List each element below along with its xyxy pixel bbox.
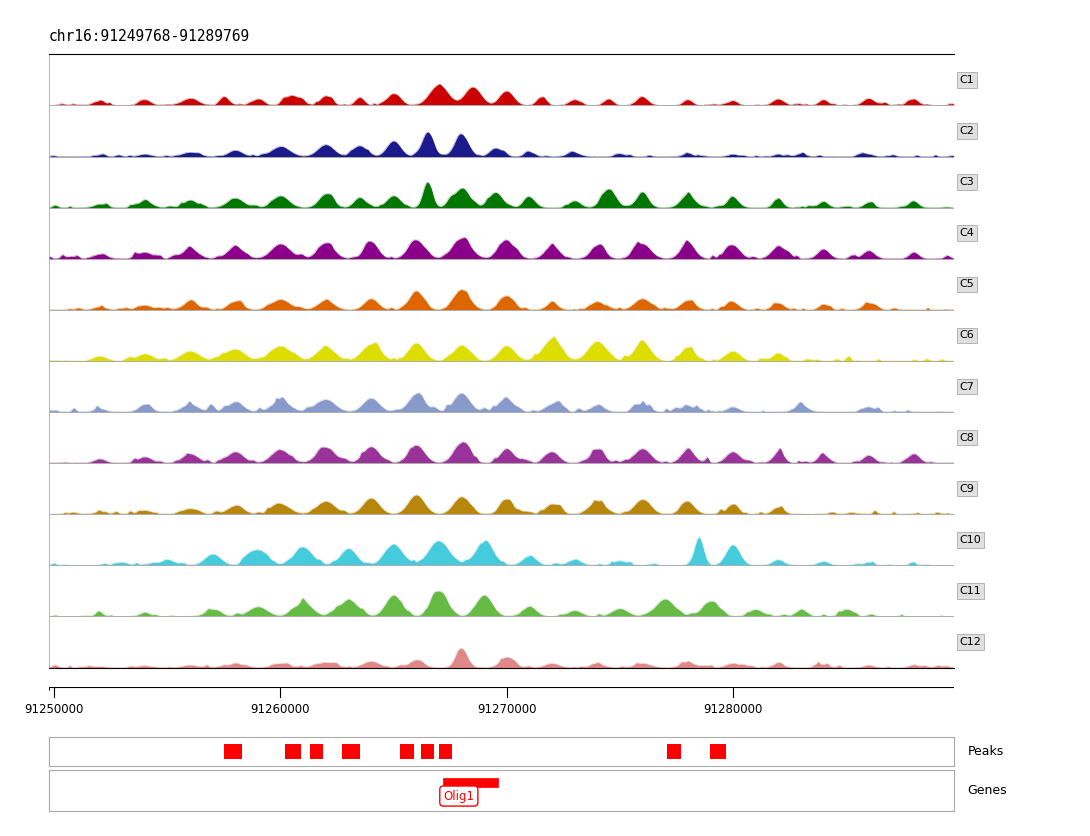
Text: 91250000: 91250000	[25, 703, 84, 716]
Bar	[284, 744, 301, 759]
Text: C2: C2	[959, 126, 974, 136]
Text: C4: C4	[959, 228, 974, 238]
Text: C9: C9	[959, 484, 974, 494]
Bar	[223, 744, 242, 759]
Bar	[310, 744, 324, 759]
Bar	[341, 744, 360, 759]
Text: Genes: Genes	[967, 784, 1007, 797]
Text: 91280000: 91280000	[703, 703, 763, 716]
Text: C1: C1	[959, 75, 974, 85]
Text: C12: C12	[959, 637, 981, 647]
Text: 91270000: 91270000	[477, 703, 536, 716]
Text: Peaks: Peaks	[967, 745, 1004, 758]
Text: chr16:91249768-91289769: chr16:91249768-91289769	[49, 29, 251, 44]
Bar	[400, 744, 414, 759]
Text: C5: C5	[959, 279, 974, 289]
Text: C8: C8	[959, 432, 974, 442]
Bar	[439, 744, 452, 759]
Text: C6: C6	[959, 330, 974, 340]
Text: C3: C3	[959, 177, 974, 187]
Bar	[667, 744, 681, 759]
Text: 91260000: 91260000	[251, 703, 311, 716]
Bar	[421, 744, 434, 759]
Bar	[711, 744, 726, 759]
Text: C11: C11	[959, 586, 981, 596]
Text: C7: C7	[959, 381, 974, 391]
Bar	[444, 777, 498, 787]
Text: C10: C10	[959, 535, 981, 545]
Text: Olig1: Olig1	[444, 789, 474, 803]
